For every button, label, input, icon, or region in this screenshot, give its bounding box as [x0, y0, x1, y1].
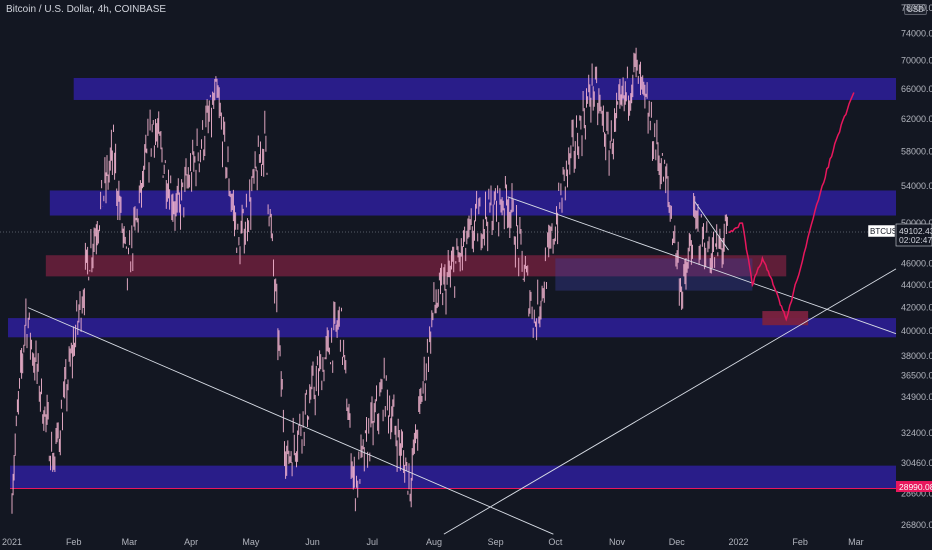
y-tick-label: 70000.00 — [901, 55, 932, 65]
y-tick-label: 36500.00 — [901, 371, 932, 381]
zone-resistance — [49, 190, 897, 216]
y-tick-label: 50000.00 — [901, 218, 932, 228]
x-tick-label: Feb — [792, 537, 808, 547]
x-axis: 2021 Feb Mar Apr May Jun Jul Aug Sep Oct Nov Dec 202… — [2, 537, 864, 547]
x-tick-label: Jul — [366, 537, 378, 547]
x-tick-label: Nov — [609, 537, 626, 547]
x-tick-label: Oct — [548, 537, 563, 547]
low-label: 28990.08 — [896, 481, 932, 492]
zone-support — [8, 318, 897, 338]
price-label: BTCUSD 49102.43 02:02:47 — [867, 223, 932, 247]
x-tick-label: 2022 — [728, 537, 748, 547]
projection — [728, 92, 855, 322]
y-tick-label: 30460.00 — [901, 458, 932, 468]
x-tick-label: Mar — [122, 537, 138, 547]
y-tick-label: 74000.00 — [901, 28, 932, 38]
x-tick-label: Jun — [305, 537, 320, 547]
y-tick-label: 62000.00 — [901, 114, 932, 124]
y-tick-label: 78000.00 — [901, 3, 932, 13]
zone-extension — [555, 258, 753, 291]
y-tick-label: 44000.00 — [901, 280, 932, 290]
y-tick-label: 28600.00 — [901, 489, 932, 499]
trendline — [694, 201, 729, 251]
y-tick-label: 58000.00 — [901, 146, 932, 156]
x-tick-label: Feb — [66, 537, 82, 547]
candle-wicks — [11, 47, 728, 514]
ticker-text: BTCUSD — [870, 227, 903, 236]
zone-demand — [10, 465, 896, 489]
projection-line — [728, 92, 855, 322]
low-text: 28990.08 — [899, 482, 932, 492]
y-tick-label: 66000.00 — [901, 84, 932, 94]
ticker-tag — [867, 224, 896, 238]
x-tick-label: 2021 — [2, 537, 22, 547]
y-tick-label: 38000.00 — [901, 351, 932, 361]
countdown-text: 02:02:47 — [899, 235, 932, 245]
x-tick-label: Apr — [184, 537, 198, 547]
y-tick-label: 32400.00 — [901, 428, 932, 438]
y-tick-label: 46000.00 — [901, 259, 932, 269]
trendline — [507, 196, 897, 335]
y-tick-label: 42000.00 — [901, 303, 932, 313]
trendlines — [27, 196, 897, 535]
x-tick-label: Dec — [669, 537, 686, 547]
chart-title: Bitcoin / U.S. Dollar, 4h, COINBASE — [6, 4, 167, 15]
trendline — [443, 268, 897, 535]
zones — [8, 77, 897, 490]
currency-button[interactable]: USD — [904, 4, 927, 15]
y-tick-label: 40000.00 — [901, 326, 932, 336]
x-tick-label: Aug — [426, 537, 442, 547]
y-axis: 26800.00 28600.00 30460.00 32400.00 34900.00… — [901, 3, 932, 530]
x-tick-label: Sep — [488, 537, 504, 547]
zone-supply — [73, 77, 896, 100]
candles — [11, 47, 728, 514]
y-tick-label: 54000.00 — [901, 181, 932, 191]
zone-flip — [45, 255, 787, 277]
low-tag — [896, 481, 932, 492]
x-tick-label: Mar — [848, 537, 864, 547]
price-tag — [895, 223, 932, 247]
price-text: 49102.43 — [899, 226, 932, 236]
y-tick-label: 26800.00 — [901, 520, 932, 530]
x-tick-label: May — [242, 537, 260, 547]
trendline — [27, 307, 554, 535]
y-tick-label: 34900.00 — [901, 392, 932, 402]
